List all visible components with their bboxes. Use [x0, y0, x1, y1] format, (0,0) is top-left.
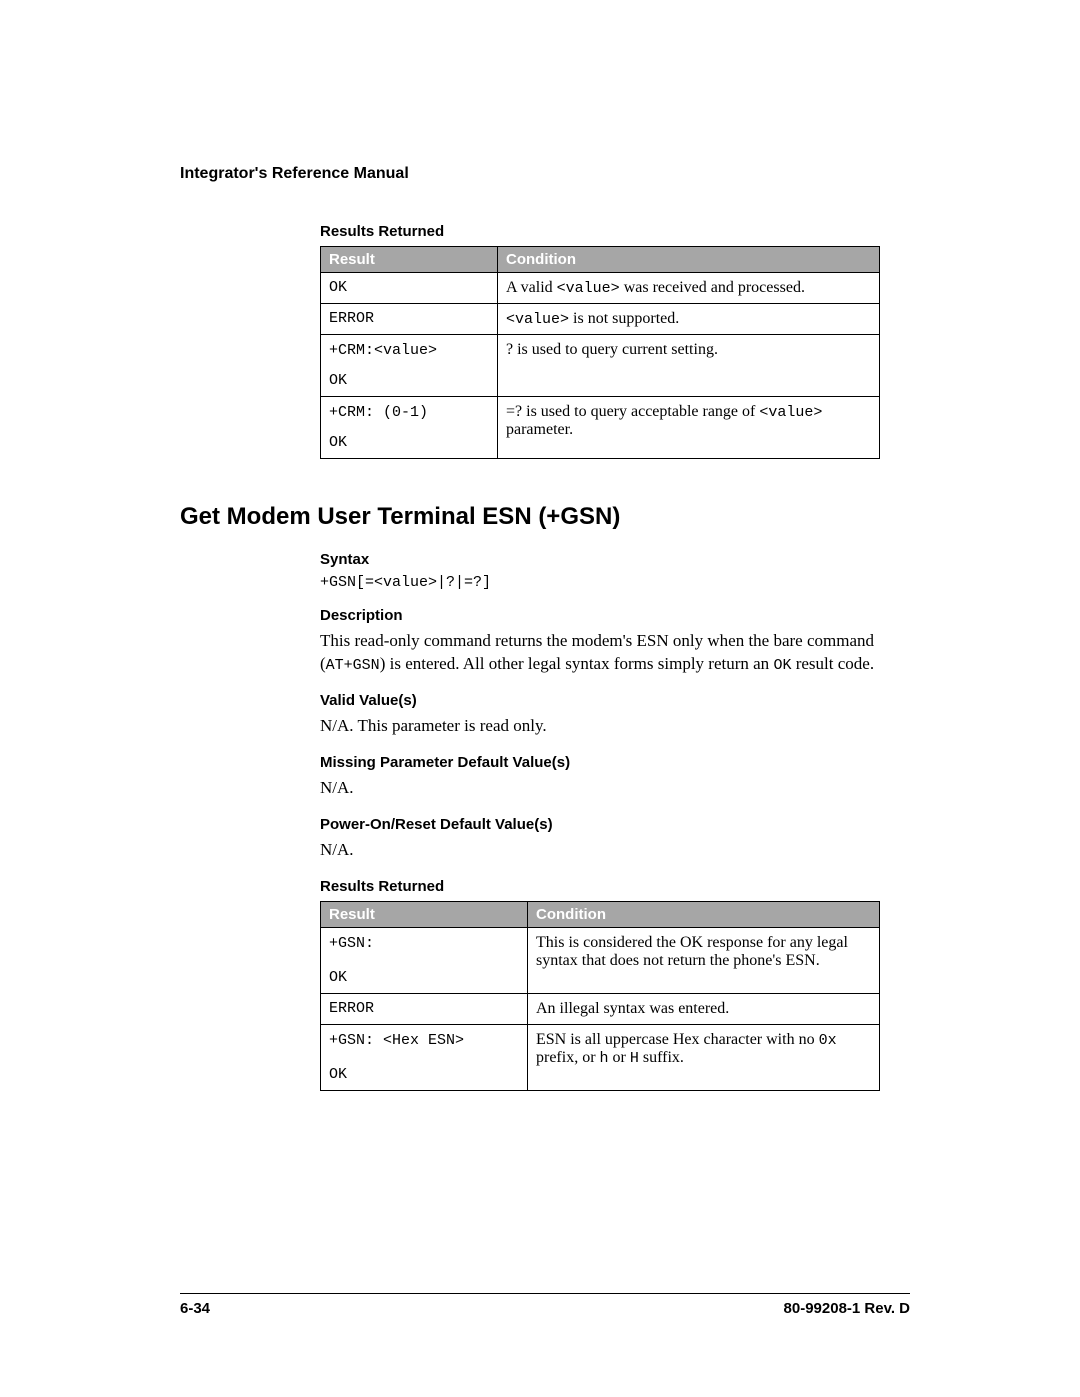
- poweron-default-label: Power-On/Reset Default Value(s): [320, 816, 910, 833]
- result-cell: +CRM: (0-1) OK: [321, 397, 498, 459]
- page-header: Integrator's Reference Manual: [180, 165, 910, 183]
- table-row: +GSN: <Hex ESN> OK ESN is all uppercase …: [321, 1025, 880, 1091]
- table-row: +CRM: (0-1) OK =? is used to query accep…: [321, 397, 880, 459]
- condition-cell: ? is used to query current setting.: [498, 335, 880, 397]
- table-row: OK A valid <value> was received and proc…: [321, 273, 880, 304]
- result-cell: ERROR: [321, 304, 498, 335]
- results-returned-label-1: Results Returned: [320, 223, 910, 240]
- valid-values-text: N/A. This parameter is read only.: [320, 715, 910, 738]
- table-row: +CRM:<value> OK ? is used to query curre…: [321, 335, 880, 397]
- table-header-row: Result Condition: [321, 247, 880, 273]
- missing-default-label: Missing Parameter Default Value(s): [320, 754, 910, 771]
- syntax-text: +GSN[=<value>|?|=?]: [320, 574, 910, 591]
- results-table-2: Result Condition +GSN: OK This is consid…: [320, 901, 880, 1091]
- syntax-label: Syntax: [320, 551, 910, 568]
- condition-cell: A valid <value> was received and process…: [498, 273, 880, 304]
- col-condition: Condition: [528, 902, 880, 928]
- valid-values-label: Valid Value(s): [320, 692, 910, 709]
- table-row: ERROR An illegal syntax was entered.: [321, 994, 880, 1025]
- results-returned-label-2: Results Returned: [320, 878, 910, 895]
- description-label: Description: [320, 607, 910, 624]
- result-cell: OK: [321, 273, 498, 304]
- missing-default-text: N/A.: [320, 777, 910, 800]
- poweron-default-text: N/A.: [320, 839, 910, 862]
- condition-cell: <value> is not supported.: [498, 304, 880, 335]
- footer-doc-id: 80-99208-1 Rev. D: [784, 1300, 910, 1317]
- col-result: Result: [321, 902, 528, 928]
- condition-cell: An illegal syntax was entered.: [528, 994, 880, 1025]
- table-row: +GSN: OK This is considered the OK respo…: [321, 928, 880, 994]
- page-footer: 6-34 80-99208-1 Rev. D: [180, 1293, 910, 1317]
- section-title: Get Modem User Terminal ESN (+GSN): [180, 503, 910, 531]
- col-result: Result: [321, 247, 498, 273]
- result-cell: +GSN: OK: [321, 928, 528, 994]
- col-condition: Condition: [498, 247, 880, 273]
- result-cell: +CRM:<value> OK: [321, 335, 498, 397]
- condition-cell: ESN is all uppercase Hex character with …: [528, 1025, 880, 1091]
- condition-cell: =? is used to query acceptable range of …: [498, 397, 880, 459]
- result-cell: ERROR: [321, 994, 528, 1025]
- table-row: ERROR <value> is not supported.: [321, 304, 880, 335]
- results-table-1: Result Condition OK A valid <value> was …: [320, 246, 880, 459]
- description-text: This read-only command returns the modem…: [320, 630, 910, 676]
- condition-cell: This is considered the OK response for a…: [528, 928, 880, 994]
- result-cell: +GSN: <Hex ESN> OK: [321, 1025, 528, 1091]
- table-header-row: Result Condition: [321, 902, 880, 928]
- footer-page-number: 6-34: [180, 1300, 210, 1317]
